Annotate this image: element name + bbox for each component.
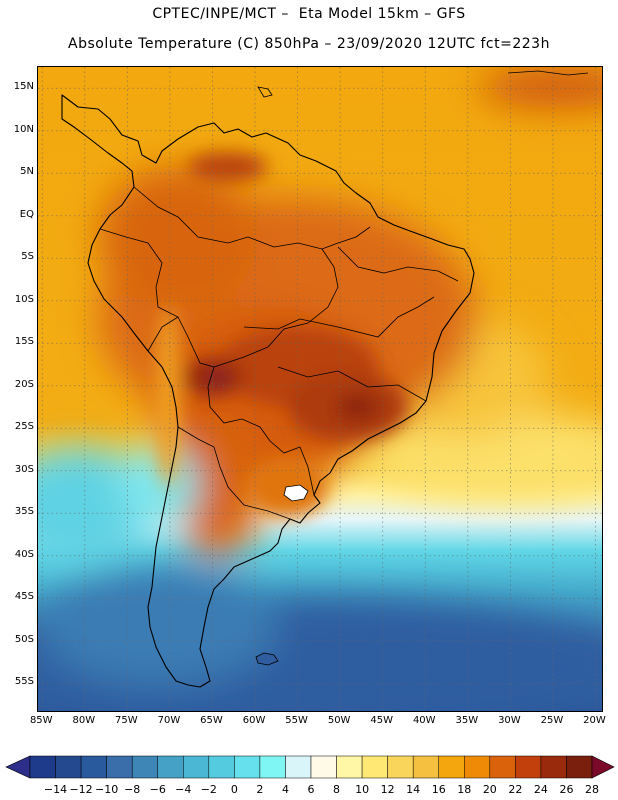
longitude-tick-label: 30W: [498, 715, 521, 726]
latitude-tick-label: 5N: [20, 166, 34, 178]
colorbar-tick-label: 10: [355, 783, 370, 796]
colorbar-swatch: [259, 755, 286, 779]
latitude-tick-label: 50S: [14, 633, 34, 645]
colorbar-tick-label: −14: [43, 783, 68, 796]
longitude-tick-label: 60W: [242, 715, 266, 726]
latitude-tick-label: 5S: [21, 251, 34, 263]
colorbar-tick-label: 12: [380, 783, 395, 796]
colorbar-tick-label: 18: [457, 783, 472, 796]
colorbar-swatch: [540, 755, 567, 779]
longitude-tick-label: 75W: [115, 715, 138, 726]
latitude-tick-label: 30S: [14, 463, 34, 475]
falkland-islands: [255, 652, 279, 666]
longitude-tick-label: 45W: [370, 715, 394, 726]
colorbar-tick-label: 16: [431, 783, 446, 796]
colorbar-swatch: [55, 755, 82, 779]
colorbar-tick-label: 20: [482, 783, 497, 796]
rio-de-la-plata: [283, 484, 309, 502]
colorbar-swatch: [566, 755, 593, 779]
colorbar-swatch: [29, 755, 56, 779]
temperature-map: [37, 66, 603, 712]
longitude-tick-label: 35W: [455, 715, 479, 726]
colorbar-tick-label: 24: [533, 783, 548, 796]
colorbar-tick-label: 6: [307, 783, 315, 796]
map-canvas: [38, 67, 602, 711]
colorbar-tick-label: −12: [69, 783, 93, 796]
latitude-tick-label: 40S: [14, 548, 34, 560]
colorbar-swatch: [310, 755, 337, 779]
latitude-tick-label: 25S: [14, 421, 34, 433]
colorbar-swatch: [387, 755, 414, 779]
longitude-tick-label: 85W: [29, 715, 53, 726]
colorbar-swatch: [157, 755, 184, 779]
colorbar-swatch: [285, 755, 312, 779]
longitude-tick-label: 25W: [540, 715, 564, 726]
colorbar-over-arrow: [591, 755, 615, 779]
colorbar-tick-label: 2: [256, 783, 264, 796]
colorbar: [5, 755, 615, 779]
latitude-tick-label: 10S: [14, 293, 34, 305]
caribbean-islands: [507, 70, 589, 76]
colorbar-swatch: [361, 755, 388, 779]
latitude-tick-label: 15N: [13, 81, 34, 93]
colorbar-tick-label: 0: [230, 783, 238, 796]
latitude-tick-label: 55S: [14, 676, 34, 688]
colorbar-tick-label: 14: [406, 783, 421, 796]
temperature-shading: [38, 67, 602, 711]
map-title-line2: Absolute Temperature (C) 850hPa – 23/09/…: [68, 36, 550, 52]
colorbar-tick-label: −2: [200, 783, 217, 796]
longitude-tick-label: 65W: [200, 715, 223, 726]
longitude-tick-label: 80W: [72, 715, 96, 726]
colorbar-swatch: [336, 755, 363, 779]
colorbar-swatch: [106, 755, 133, 779]
colorbar-swatch: [489, 755, 516, 779]
colorbar-swatch: [412, 755, 439, 779]
colorbar-swatch: [131, 755, 158, 779]
island-outline: [257, 86, 273, 98]
colorbar-tick-label: −10: [95, 783, 119, 796]
latitude-tick-label: 10N: [13, 123, 34, 135]
colorbar-swatch: [464, 755, 491, 779]
colorbar-swatch: [208, 755, 235, 779]
colorbar-swatch: [438, 755, 465, 779]
colorbar-tick-label: 4: [281, 783, 289, 796]
colorbar-tick-label: 28: [585, 783, 599, 796]
colorbar-tick-label: 8: [333, 783, 341, 796]
hot-cores: [156, 152, 408, 517]
colorbar-tick-label: 26: [559, 783, 574, 796]
longitude-tick-label: 50W: [327, 715, 351, 726]
map-title-line1: CPTEC/INPE/MCT – Eta Model 15km – GFS: [152, 6, 466, 22]
colorbar-tick-label: −6: [149, 783, 166, 796]
colorbar-swatch: [515, 755, 542, 779]
latitude-tick-label: 35S: [14, 506, 34, 518]
colorbar-swatch: [183, 755, 210, 779]
colorbar-tick-label: −8: [124, 783, 141, 796]
longitude-tick-label: 40W: [412, 715, 436, 726]
latitude-tick-label: 20S: [14, 378, 34, 390]
latitude-tick-label: EQ: [19, 208, 34, 220]
latitude-tick-label: 15S: [14, 336, 34, 348]
country-borders: [99, 186, 459, 520]
colorbar-tick-label: 22: [508, 783, 523, 796]
longitude-tick-label: 70W: [157, 715, 181, 726]
colorbar-under-arrow: [5, 755, 31, 779]
colorbar-tick-label: −4: [175, 783, 192, 796]
latitude-tick-label: 45S: [14, 591, 34, 603]
longitude-tick-label: 55W: [285, 715, 308, 726]
colorbar-swatch: [80, 755, 107, 779]
longitude-tick-label: 20W: [583, 715, 606, 726]
colorbar-swatch: [234, 755, 261, 779]
